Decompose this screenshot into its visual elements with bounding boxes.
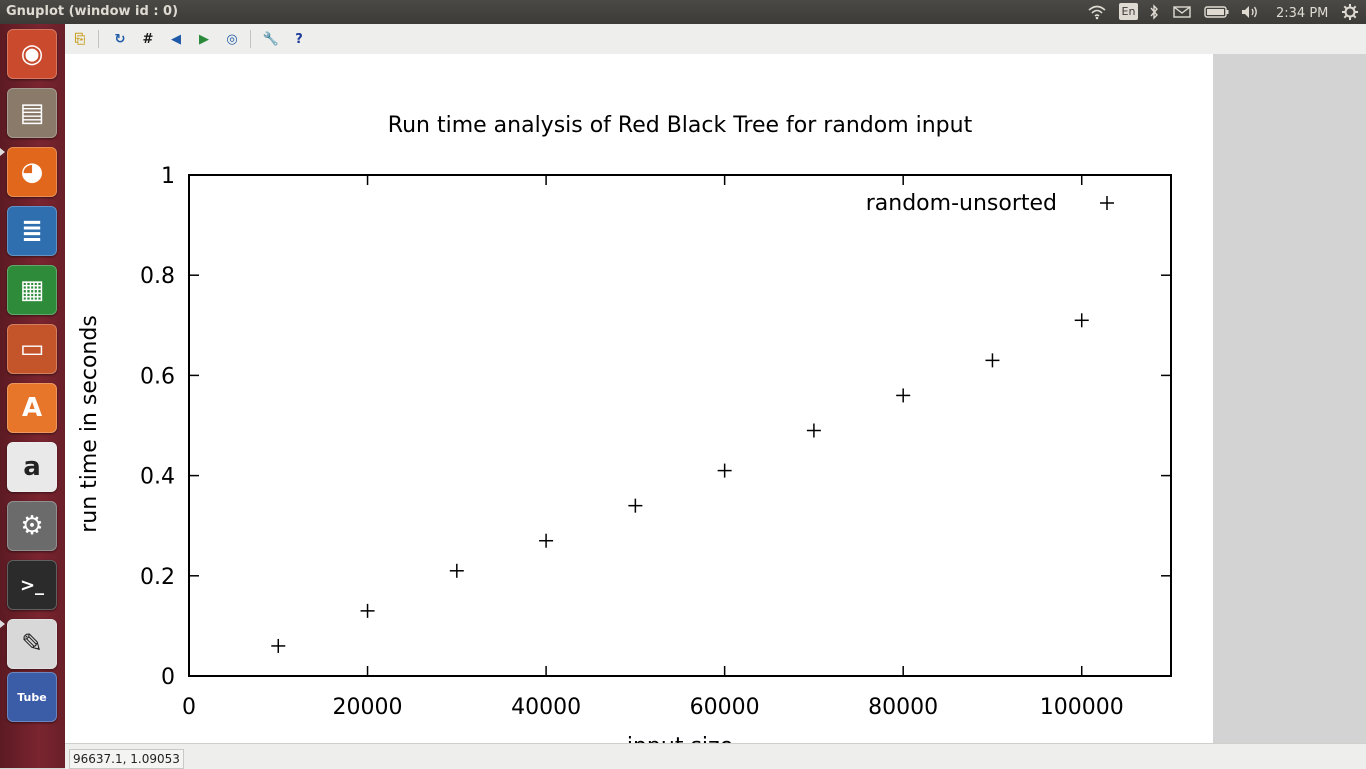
- data-point: [360, 603, 375, 618]
- chart: Run time analysis of Red Black Tree for …: [77, 113, 1172, 759]
- ubuntu-dash-icon[interactable]: ◉: [7, 29, 57, 79]
- copy-to-clipboard-icon[interactable]: ⎘: [74, 31, 86, 47]
- mouse-coordinates: 96637.1, 1.09053: [69, 749, 184, 769]
- x-tick-label: 80000: [868, 695, 938, 720]
- gnuplot-window: ⎘ ↻ # ◀ ▶ ◎ 🔧? Run time analysis of Red Black …: [65, 24, 1366, 769]
- data-point: [628, 498, 643, 513]
- gear-icon[interactable]: [1340, 3, 1360, 21]
- data-point: [539, 533, 554, 548]
- x-tick-label: 60000: [690, 695, 760, 720]
- data-point: [717, 463, 732, 478]
- zoom-next-icon[interactable]: ▶: [199, 31, 209, 47]
- data-point: [271, 638, 286, 653]
- amazon-icon[interactable]: a: [7, 442, 57, 492]
- plot-canvas[interactable]: Run time analysis of Red Black Tree for …: [65, 54, 1213, 759]
- x-tick-label: 0: [182, 695, 196, 720]
- battery-icon[interactable]: [1203, 3, 1231, 21]
- software-center-icon[interactable]: A: [7, 383, 57, 433]
- y-tick-label: 0.8: [140, 264, 175, 289]
- status-bar: 96637.1, 1.09053: [65, 743, 1366, 769]
- data-point: [449, 563, 464, 578]
- chart-title: Run time analysis of Red Black Tree for …: [388, 113, 973, 138]
- data-point: [1074, 313, 1089, 328]
- legend-label: random-unsorted: [866, 191, 1057, 216]
- keyboard-language-indicator[interactable]: En: [1119, 3, 1138, 20]
- firefox-icon[interactable]: ◕: [7, 147, 57, 197]
- zoom-previous-icon[interactable]: ◀: [171, 31, 181, 47]
- files-icon[interactable]: ▤: [7, 88, 57, 138]
- top-panel: Gnuplot (window id : 0) En: [0, 0, 1366, 24]
- y-tick-label: 0.6: [140, 364, 175, 389]
- empty-window-area: [1213, 54, 1366, 743]
- toolbar-separator: [250, 30, 251, 48]
- window-title: Gnuplot (window id : 0): [6, 4, 179, 19]
- toolbar-separator: [98, 30, 99, 48]
- y-tick-label: 0: [161, 665, 175, 690]
- replot-icon[interactable]: ↻: [114, 31, 126, 47]
- y-tick-label: 0.2: [140, 565, 175, 590]
- impress-icon[interactable]: ▭: [7, 324, 57, 374]
- mail-icon[interactable]: [1172, 3, 1192, 21]
- x-tick-label: 100000: [1040, 695, 1124, 720]
- unzoom-icon[interactable]: ◎: [226, 31, 238, 47]
- bluetooth-icon[interactable]: [1147, 3, 1161, 21]
- data-point: [806, 423, 821, 438]
- grid-icon[interactable]: #: [142, 31, 154, 47]
- clock[interactable]: 2:34 PM: [1276, 5, 1329, 21]
- system-settings-icon[interactable]: ⚙: [7, 501, 57, 551]
- help-icon[interactable]: ?: [295, 31, 303, 47]
- y-tick-label: 0.4: [140, 465, 175, 490]
- writer-icon[interactable]: ≣: [7, 206, 57, 256]
- x-tick-label: 40000: [511, 695, 581, 720]
- y-tick-label: 1: [161, 164, 175, 189]
- x-axis-label: input size: [627, 734, 733, 743]
- preferences-icon[interactable]: 🔧: [262, 31, 280, 47]
- x-tick-label: 20000: [333, 695, 403, 720]
- firefox-running-indicator: [0, 148, 5, 156]
- volume-icon[interactable]: [1239, 3, 1261, 21]
- y-axis-label: run time in seconds: [77, 315, 102, 533]
- calc-icon[interactable]: ▦: [7, 265, 57, 315]
- terminal-icon[interactable]: >_: [7, 560, 57, 610]
- toolbar: ⎘ ↻ # ◀ ▶ ◎ 🔧?: [65, 24, 1366, 55]
- data-point: [896, 388, 911, 403]
- legend-marker: [1100, 196, 1114, 210]
- youtube-icon[interactable]: Tube: [7, 672, 57, 722]
- plot-border: [188, 174, 1172, 677]
- data-point: [985, 353, 1000, 368]
- wifi-icon[interactable]: [1086, 3, 1108, 21]
- text-editor-icon[interactable]: ✎: [7, 619, 57, 669]
- text-editor-running-indicator: [0, 620, 5, 628]
